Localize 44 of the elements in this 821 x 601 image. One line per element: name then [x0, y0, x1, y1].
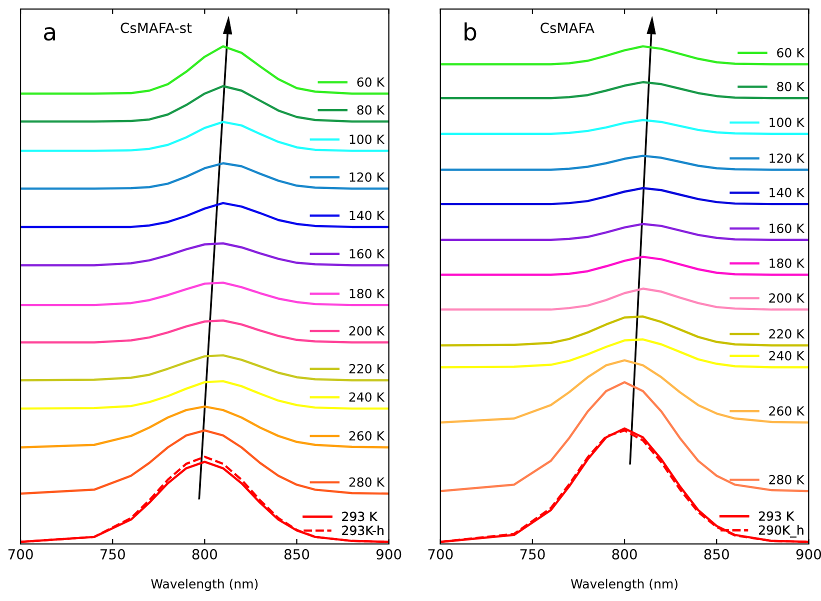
legend-label: 100 K: [770, 118, 805, 128]
legend-label: 240 K: [769, 351, 805, 360]
x-tick-label: 800: [192, 549, 218, 560]
legend-label: 280 K: [769, 474, 805, 484]
x-tick-label: 700: [428, 549, 453, 560]
text: a: [44, 27, 55, 41]
x-tick-label: 900: [796, 549, 821, 560]
legend-label: 80 K: [357, 105, 385, 115]
x-tick-label: 900: [376, 549, 402, 560]
legend-label: 180 K: [770, 258, 805, 268]
legend-label: 290K_h: [758, 525, 804, 538]
chart-title: CsMAFA: [540, 22, 594, 34]
legend-label: 140 K: [770, 188, 805, 198]
legend-label: 180 K: [350, 288, 385, 298]
chart-title: CsMAFA-st: [120, 22, 192, 34]
x-tick-label: 800: [612, 549, 637, 560]
x-tick-label: 850: [284, 549, 310, 560]
legend-label: 100 K: [350, 134, 385, 144]
legend-label: 220 K: [769, 329, 805, 339]
legend-label: 120 K: [350, 172, 385, 182]
x-tick-label: 750: [100, 549, 125, 560]
legend-label: 60 K: [777, 48, 805, 58]
legend-label: 140 K: [350, 210, 385, 220]
legend-label: 120 K: [770, 153, 805, 163]
legend-label: 160 K: [770, 224, 805, 234]
legend-label: 293 K: [342, 512, 378, 522]
legend-label: 240 K: [349, 392, 385, 402]
legend-label: 160 K: [350, 249, 385, 258]
legend-label: 200 K: [769, 293, 805, 303]
legend-label: 80 K: [777, 82, 805, 92]
x-tick-label: 750: [520, 549, 545, 560]
text: b: [464, 22, 476, 41]
x-tick-label: 700: [8, 549, 33, 560]
legend-label: 293K-h: [342, 525, 384, 536]
legend-label: 60 K: [357, 77, 385, 87]
legend-label: 220 K: [349, 364, 385, 374]
x-axis-title: Wavelength (nm): [151, 578, 258, 591]
legend-label: 260 K: [349, 431, 385, 441]
x-tick-label: 850: [704, 549, 729, 560]
legend-label: 200 K: [349, 326, 385, 336]
x-axis-title: Wavelength (nm): [570, 578, 678, 591]
legend-label: 293 K: [758, 511, 794, 521]
legend-label: 280 K: [349, 477, 385, 487]
legend-label: 260 K: [769, 406, 805, 416]
